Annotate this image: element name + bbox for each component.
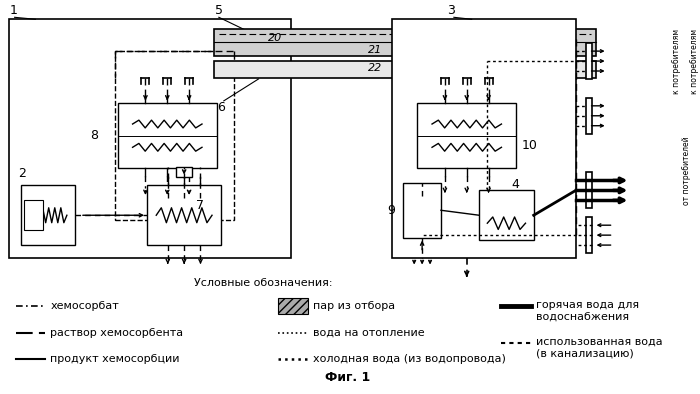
Text: 8: 8 — [90, 129, 98, 142]
Bar — [8, 19, 291, 258]
Text: 21: 21 — [368, 45, 382, 55]
Bar — [586, 217, 592, 253]
Bar — [279, 298, 308, 314]
Text: раствор хемосорбента: раствор хемосорбента — [50, 328, 183, 338]
Text: 22: 22 — [368, 63, 382, 73]
Text: Условные обозначения:: Условные обозначения: — [194, 278, 332, 288]
Text: Фиг. 1: Фиг. 1 — [325, 372, 370, 385]
Text: от потребителей: от потребителей — [682, 136, 692, 205]
Bar — [403, 183, 441, 238]
Text: 1: 1 — [10, 4, 18, 17]
Bar — [176, 167, 192, 177]
Text: пар из отбора: пар из отбора — [313, 301, 396, 311]
Text: 9: 9 — [387, 204, 395, 217]
Bar — [20, 186, 75, 245]
Bar — [115, 51, 234, 220]
Text: хемосорбат: хемосорбат — [50, 301, 119, 311]
Text: вода на отопление: вода на отопление — [313, 328, 425, 338]
Text: горячая вода для
водоснабжения: горячая вода для водоснабжения — [536, 300, 639, 322]
Bar — [586, 98, 592, 134]
Text: 20: 20 — [268, 33, 283, 43]
Text: 3: 3 — [447, 4, 455, 17]
Bar — [393, 19, 576, 258]
Bar — [479, 190, 533, 240]
Text: 2: 2 — [18, 167, 27, 180]
Bar — [586, 43, 592, 79]
Text: к потребителям: к потребителям — [690, 28, 699, 94]
Text: холодная вода (из водопровода): холодная вода (из водопровода) — [313, 355, 506, 364]
Text: 6: 6 — [217, 101, 225, 114]
Text: 4: 4 — [512, 178, 519, 191]
Text: 7: 7 — [196, 199, 204, 212]
Bar — [214, 61, 596, 78]
Bar — [24, 200, 43, 230]
Bar — [118, 103, 217, 168]
Bar — [417, 103, 517, 168]
Text: продукт хемосорбции: продукт хемосорбции — [50, 355, 180, 364]
Bar — [147, 186, 221, 245]
Text: использованная вода
(в канализацию): использованная вода (в канализацию) — [536, 336, 663, 358]
Bar — [214, 29, 596, 56]
Text: 5: 5 — [215, 4, 223, 17]
Bar — [586, 173, 592, 208]
Text: к потребителям: к потребителям — [673, 28, 682, 94]
Text: 10: 10 — [522, 139, 537, 152]
